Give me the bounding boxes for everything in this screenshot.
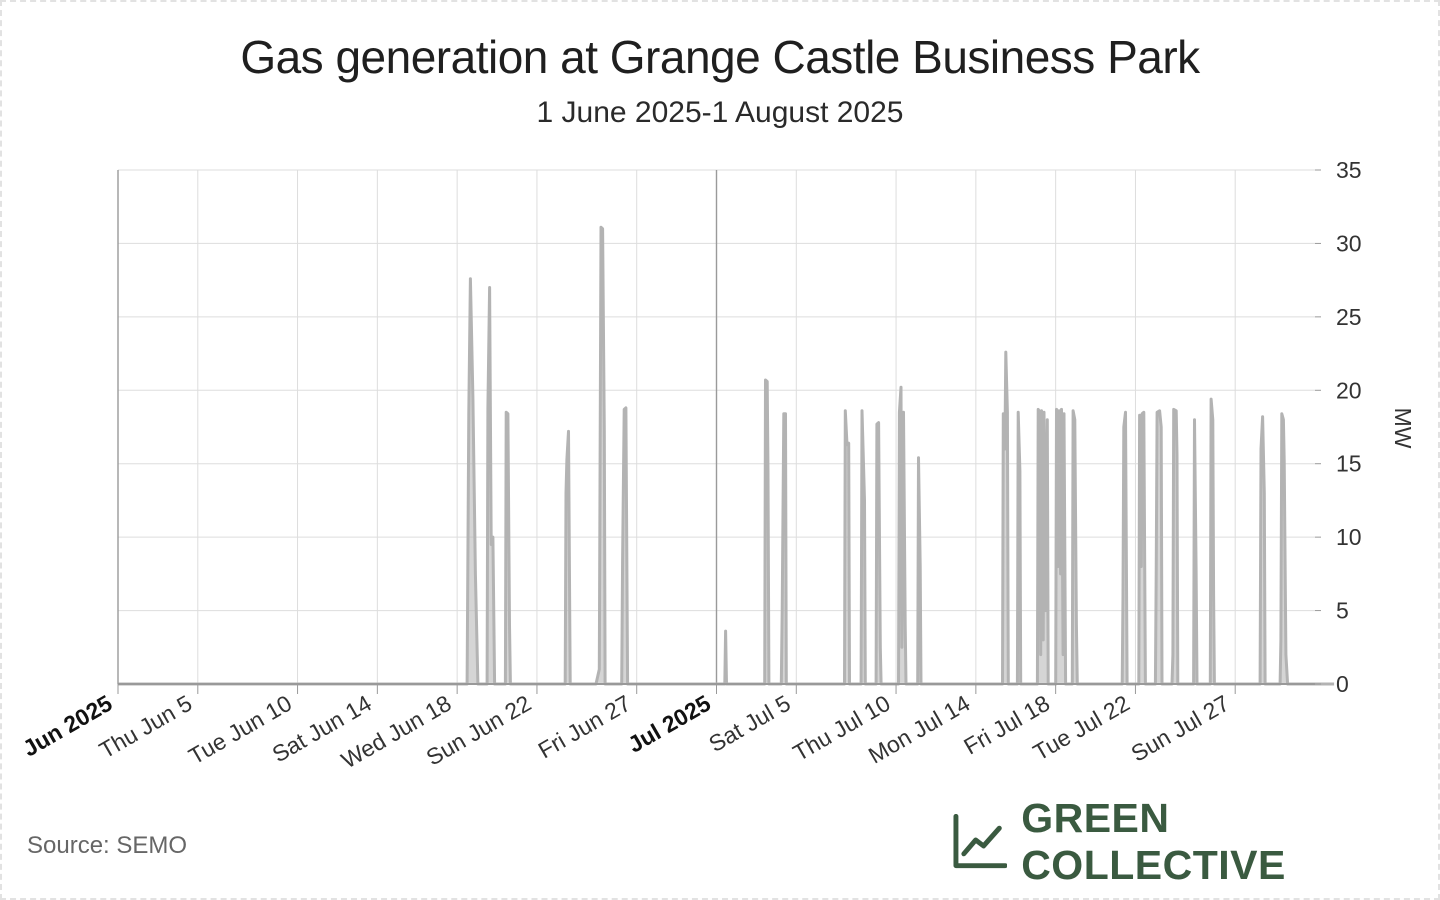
y-tick-label: 35 [1336, 157, 1362, 183]
brand-logo: GREEN COLLECTIVE [952, 795, 1440, 888]
x-tick-label: Thu Jun 5 [95, 690, 197, 764]
axes [117, 169, 1321, 694]
y-tick-labels: 0 5 10 15 20 25 30 35 [1336, 157, 1362, 697]
series-line [118, 225, 1335, 686]
x-tick-label: Sun Jul 27 [1127, 690, 1234, 767]
grid [117, 169, 1315, 685]
source-note: Source: SEMO [27, 832, 188, 859]
chart-title: Gas generation at Grange Castle Business… [240, 31, 1200, 83]
y-tick-label: 25 [1336, 304, 1362, 330]
x-tick-label: Fri Jun 27 [534, 690, 636, 764]
series-layer [118, 225, 1335, 686]
y-tick-label: 30 [1336, 230, 1362, 256]
series-area [118, 227, 1335, 685]
y-tick-label: 15 [1336, 451, 1362, 477]
brand-name: GREEN COLLECTIVE [1021, 795, 1286, 888]
y-tick-label: 10 [1336, 524, 1362, 550]
x-tick-label: Jul 2025 [623, 690, 715, 758]
y-axis-label: MW [1390, 408, 1416, 449]
line-chart-icon [953, 814, 1008, 869]
chart-subtitle: 1 June 2025-1 August 2025 [536, 96, 904, 129]
y-tick-label: 5 [1336, 598, 1349, 624]
y-tick-label: 20 [1336, 377, 1362, 403]
y-tick-label: 0 [1336, 671, 1349, 697]
x-tick-label: Sat Jul 5 [704, 690, 795, 757]
